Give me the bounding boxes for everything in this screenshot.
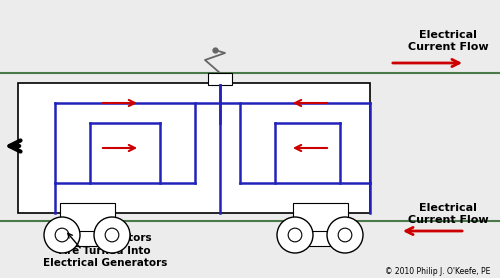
Circle shape xyxy=(55,228,69,242)
FancyBboxPatch shape xyxy=(60,203,114,231)
FancyBboxPatch shape xyxy=(292,203,348,231)
Circle shape xyxy=(327,217,363,253)
FancyBboxPatch shape xyxy=(70,224,104,246)
Circle shape xyxy=(338,228,352,242)
FancyBboxPatch shape xyxy=(18,83,370,213)
Circle shape xyxy=(277,217,313,253)
FancyBboxPatch shape xyxy=(302,224,338,246)
Circle shape xyxy=(94,217,130,253)
Circle shape xyxy=(288,228,302,242)
Circle shape xyxy=(44,217,80,253)
Circle shape xyxy=(105,228,119,242)
Text: © 2010 Philip J. O'Keefe, PE: © 2010 Philip J. O'Keefe, PE xyxy=(384,267,490,276)
Text: Traction Motors
Are Turned Into
Electrical Generators: Traction Motors Are Turned Into Electric… xyxy=(43,233,167,268)
Text: Electrical
Current Flow: Electrical Current Flow xyxy=(408,30,488,52)
Text: Electrical
Current Flow: Electrical Current Flow xyxy=(408,203,488,225)
FancyBboxPatch shape xyxy=(208,73,232,85)
